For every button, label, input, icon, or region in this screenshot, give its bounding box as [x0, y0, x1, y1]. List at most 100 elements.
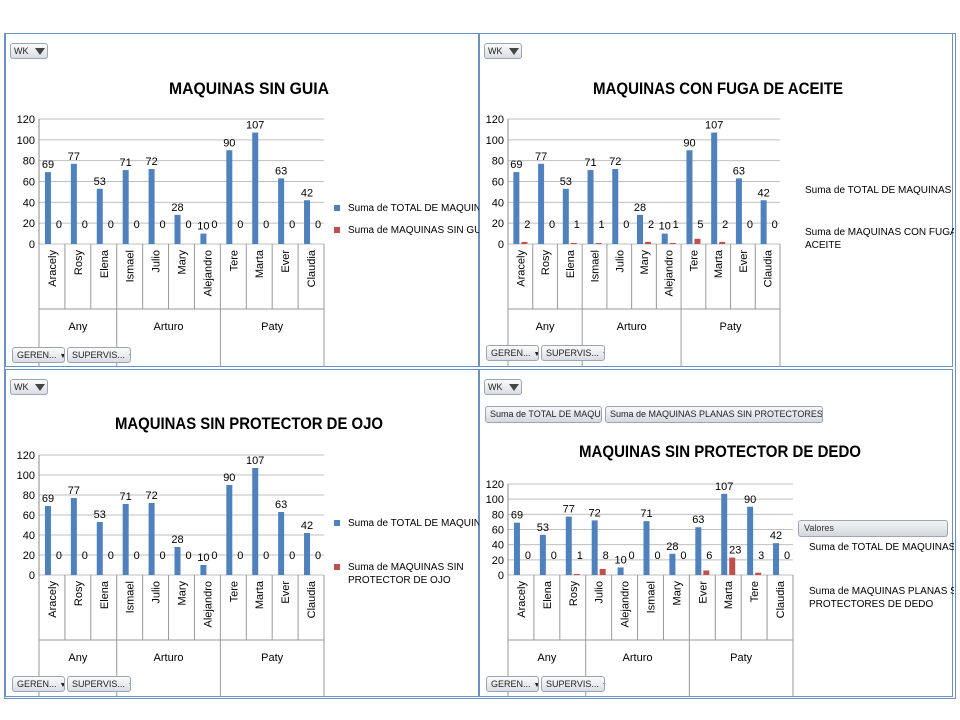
y-tick-label: 120: [17, 450, 35, 462]
y-tick-label: 60: [23, 510, 35, 522]
data-label: 90: [223, 137, 235, 149]
legend-values-header[interactable]: Valores: [798, 520, 948, 537]
bar-subset: [719, 241, 726, 244]
x-tick-label: Tere: [228, 581, 240, 602]
group-label: Any: [536, 321, 555, 333]
data-label: 0: [108, 219, 114, 231]
data-label: 69: [42, 159, 54, 171]
data-label: 42: [301, 520, 313, 532]
axis-field-label: SUPERVIS...: [72, 350, 125, 360]
bar-total: [591, 520, 598, 575]
report-filter-button[interactable]: WK: [484, 379, 522, 395]
x-tick-label: Julio: [594, 581, 606, 604]
data-label: 107: [705, 120, 723, 132]
axis-field-button[interactable]: SUPERVIS...▼: [541, 345, 605, 361]
legend-swatch: [334, 564, 340, 570]
group-label: Paty: [261, 652, 284, 664]
y-tick-label: 0: [498, 239, 504, 251]
data-label: 53: [537, 522, 549, 534]
dropdown-arrow-icon: ▼: [128, 682, 130, 689]
bar-total: [617, 567, 624, 575]
axis-field-button[interactable]: SUPERVIS...▼: [67, 676, 131, 692]
group-label: Any: [68, 321, 87, 333]
x-tick-label: Marta: [254, 249, 266, 278]
x-tick-label: Claudia: [775, 580, 787, 618]
x-tick-label: Elena: [565, 249, 577, 278]
bar-total: [760, 200, 767, 244]
legend-swatch: [334, 227, 340, 233]
x-tick-label: Elena: [99, 249, 111, 278]
bar-total: [252, 132, 259, 244]
data-label: 69: [511, 510, 523, 522]
axis-field-label: GEREN...: [17, 679, 57, 689]
data-label: 72: [145, 490, 157, 502]
axis-field-label: GEREN...: [491, 348, 531, 358]
bar-chart-svg: MAQUINAS CON FUGA DE ACEITE0204060801001…: [486, 79, 954, 367]
bar-total: [226, 485, 233, 575]
axis-field-button[interactable]: GEREN...▼: [12, 347, 65, 363]
y-tick-label: 100: [486, 135, 504, 147]
bar-total: [70, 498, 77, 575]
axis-field-button[interactable]: GEREN...▼: [12, 676, 65, 692]
axis-field-button[interactable]: GEREN...▼: [486, 345, 539, 361]
bar-total: [643, 521, 650, 575]
chart-title: MAQUINAS CON FUGA DE ACEITE: [593, 79, 843, 98]
data-label: 69: [42, 493, 54, 505]
data-label: 0: [211, 550, 217, 562]
bar-total: [686, 150, 693, 244]
data-label: 10: [659, 221, 671, 233]
y-tick-label: 120: [17, 114, 35, 126]
report-filter-button[interactable]: WK: [10, 43, 48, 59]
x-tick-label: Ever: [280, 250, 292, 273]
bar-total: [200, 233, 207, 244]
group-label: Arturo: [154, 652, 184, 664]
data-label: 0: [784, 550, 790, 562]
data-label: 90: [744, 494, 756, 506]
data-label: 3: [758, 550, 764, 562]
x-tick-label: Aracely: [516, 581, 528, 618]
x-tick-label: Elena: [99, 580, 111, 609]
bar-total: [562, 188, 569, 244]
data-label: 77: [68, 485, 80, 497]
report-filter-button[interactable]: WK: [484, 43, 522, 59]
bar-total: [122, 504, 129, 575]
group-label: Arturo: [154, 321, 184, 333]
x-tick-label: Rosy: [540, 250, 552, 276]
bar-total: [200, 565, 207, 575]
chart-panel-4: MAQUINAS SIN PROTECTOR DE DEDO 0 20 40 60 80 1…: [479, 369, 954, 697]
y-tick-label: 100: [486, 494, 504, 506]
x-tick-label: Claudia: [306, 249, 318, 287]
axis-field-button[interactable]: GEREN...▼: [486, 676, 539, 692]
group-label: Arturo: [617, 321, 647, 333]
data-label: 90: [223, 472, 235, 484]
value-field-button[interactable]: Suma de MAQUINAS PLANAS SIN PROTECTORES …: [605, 406, 823, 423]
axis-field-label: GEREN...: [17, 350, 57, 360]
data-label: 0: [134, 550, 140, 562]
y-tick-label: 0: [498, 570, 504, 582]
report-filter-button[interactable]: WK: [10, 379, 48, 395]
data-label: 77: [563, 504, 575, 516]
chart-panel-2: MAQUINAS CON FUGA DE ACEITE 0 20 40 60 80 100 1…: [479, 33, 954, 367]
data-label: 107: [246, 455, 264, 467]
x-tick-label: Aracely: [47, 250, 59, 287]
x-tick-label: Alejandro: [202, 250, 214, 296]
dropdown-arrow-icon: ▼: [602, 682, 604, 689]
bar-total: [661, 233, 668, 244]
bar-subset: [599, 568, 606, 575]
axis-field-button[interactable]: SUPERVIS...▼: [67, 347, 131, 363]
legend-swatch: [334, 520, 340, 526]
dropdown-arrow-icon: ▼: [60, 682, 64, 689]
x-tick-label: Alejandro: [664, 250, 676, 296]
y-tick-label: 120: [486, 479, 504, 491]
axis-field-button[interactable]: SUPERVIS...▼: [541, 676, 605, 692]
data-label: 2: [524, 219, 530, 231]
data-label: 0: [680, 550, 686, 562]
group-label: Any: [68, 652, 87, 664]
x-tick-label: Marta: [254, 580, 266, 609]
value-field-button[interactable]: Suma de TOTAL DE MAQUI...: [485, 406, 602, 423]
data-label: 0: [160, 219, 166, 231]
bar-total: [304, 533, 311, 575]
group-label: Paty: [720, 321, 743, 333]
y-tick-label: 100: [17, 135, 35, 147]
